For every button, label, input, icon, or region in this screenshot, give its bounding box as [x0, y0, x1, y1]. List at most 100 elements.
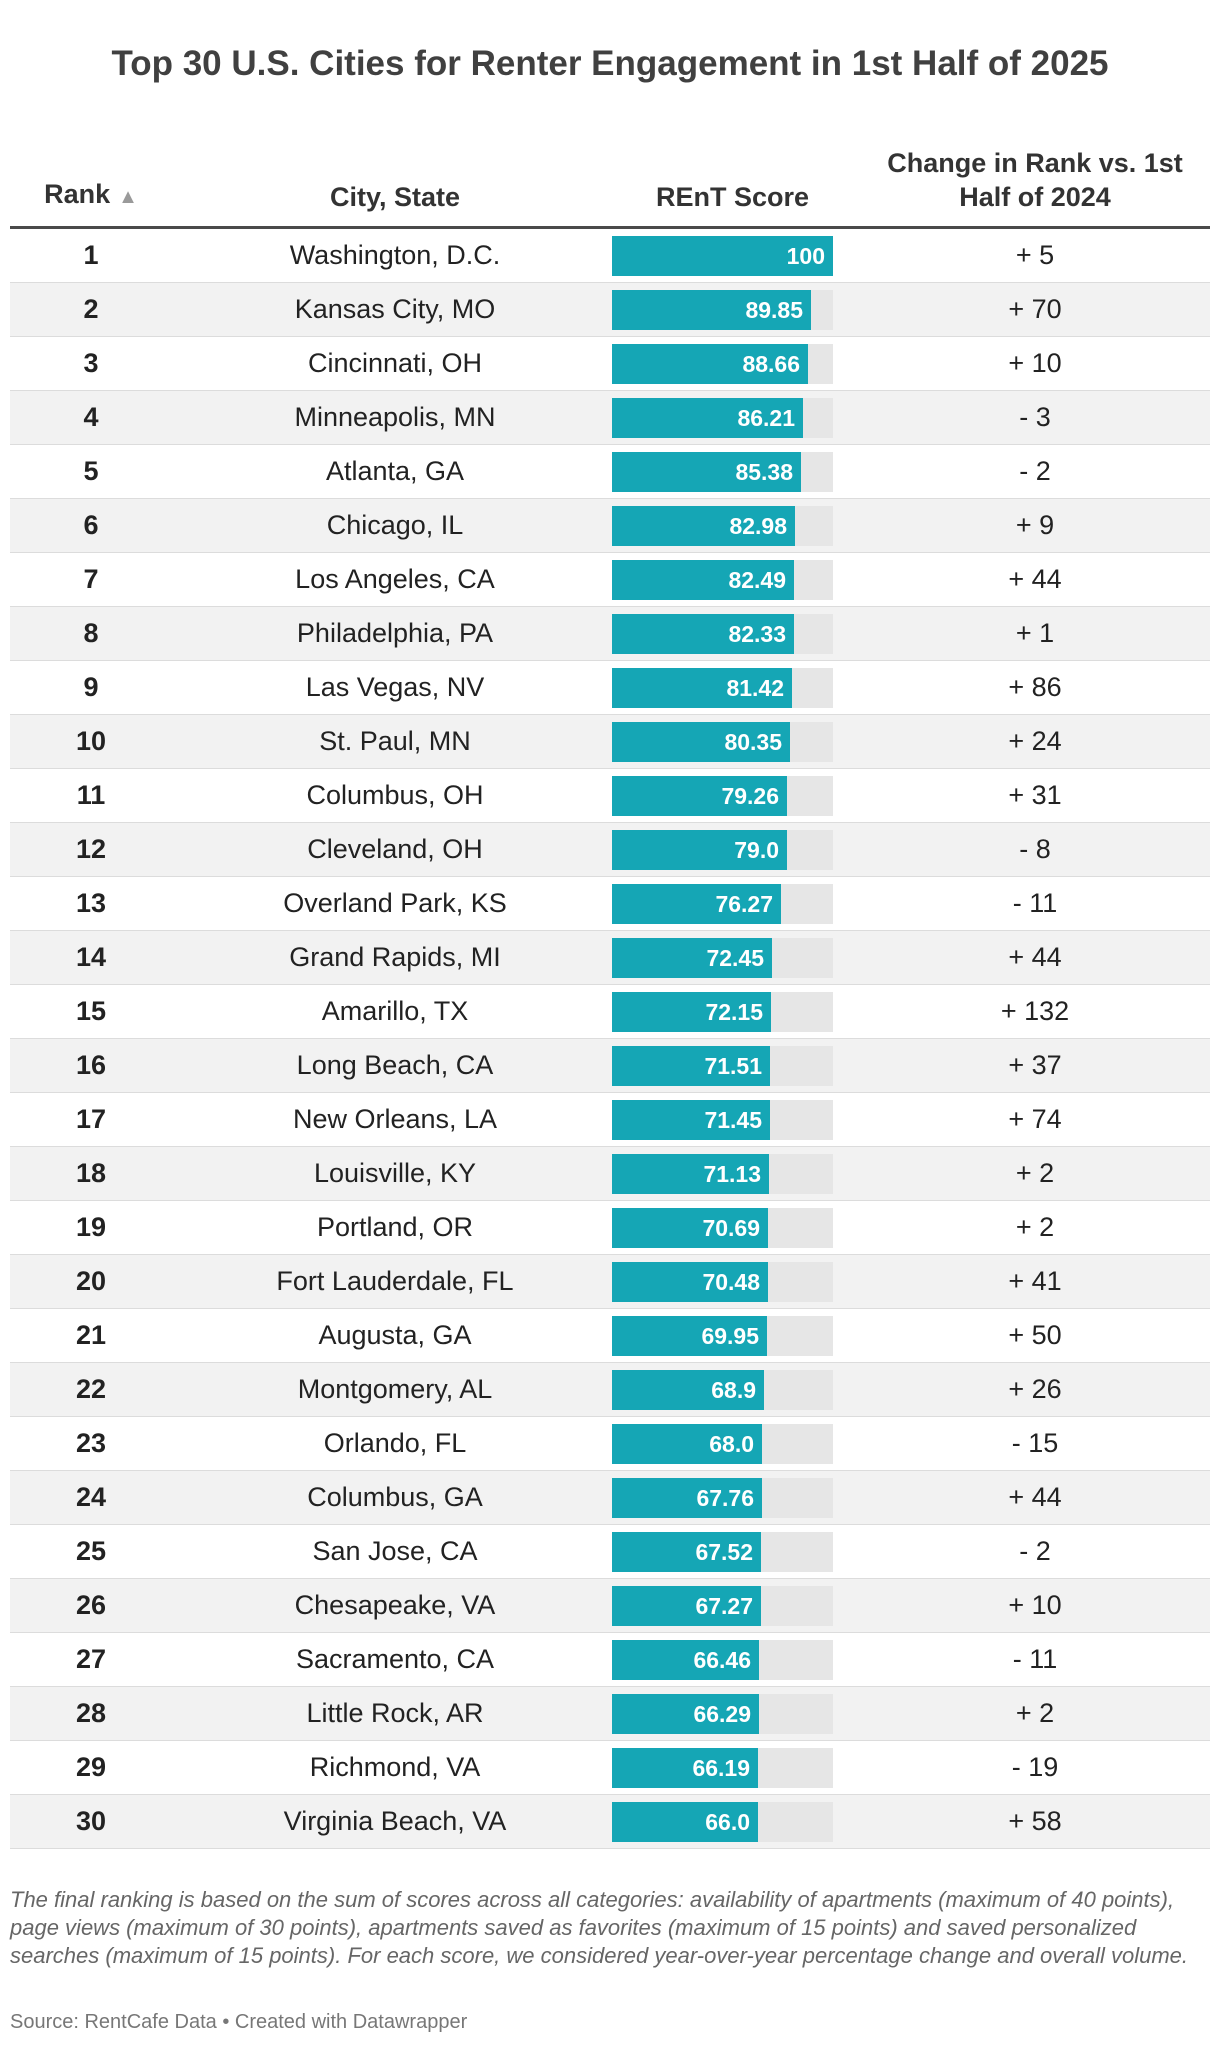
score-bar-track: 85.38	[612, 452, 833, 492]
table-body: 1 Washington, D.C. 100 + 5 2 Kansas City, MO 8…	[10, 229, 1210, 1849]
score-bar: 79.0	[612, 830, 787, 870]
city-cell: Little Rock, AR	[306, 1698, 484, 1728]
city-cell: Orlando, FL	[323, 1428, 467, 1458]
score-bar-track: 68.9	[612, 1370, 833, 1410]
city-cell: Chicago, IL	[326, 510, 464, 540]
score-label: 70.48	[702, 1269, 760, 1295]
city-cell: Chesapeake, VA	[294, 1590, 496, 1620]
score-bar: 67.52	[612, 1532, 761, 1572]
score-label: 71.13	[703, 1161, 761, 1187]
rank-change-cell: + 2	[1015, 1212, 1055, 1242]
rank-cell: 23	[75, 1428, 107, 1458]
rank-change-cell: - 2	[1019, 1536, 1051, 1566]
score-label: 67.52	[695, 1539, 753, 1565]
score-label: 66.29	[693, 1701, 751, 1727]
rank-cell: 10	[75, 726, 107, 756]
rank-change-cell: + 58	[1008, 1806, 1062, 1836]
table-row: 18 Louisville, KY 71.13 + 2	[10, 1147, 1210, 1201]
column-header-score[interactable]: REnT Score	[655, 182, 810, 212]
rank-cell: 14	[75, 942, 107, 972]
city-cell: Los Angeles, CA	[295, 564, 495, 594]
city-cell: Columbus, OH	[306, 780, 484, 810]
rank-cell: 18	[75, 1158, 107, 1188]
rank-change-cell: + 41	[1008, 1266, 1062, 1296]
rank-change-cell: + 44	[1008, 1482, 1062, 1512]
score-label: 67.76	[696, 1485, 754, 1511]
rank-cell: 9	[83, 672, 99, 702]
score-bar: 70.69	[612, 1208, 768, 1248]
rank-cell: 7	[83, 564, 99, 594]
table-row: 21 Augusta, GA 69.95 + 50	[10, 1309, 1210, 1363]
score-label: 71.51	[704, 1053, 762, 1079]
city-cell: Cleveland, OH	[307, 834, 483, 864]
score-bar: 70.48	[612, 1262, 768, 1302]
table-row: 20 Fort Lauderdale, FL 70.48 + 41	[10, 1255, 1210, 1309]
score-bar-track: 67.52	[612, 1532, 833, 1572]
rank-change-cell: + 70	[1008, 294, 1062, 324]
city-cell: Augusta, GA	[318, 1320, 472, 1350]
score-label: 82.98	[729, 513, 787, 539]
city-cell: New Orleans, LA	[292, 1104, 498, 1134]
city-cell: Portland, OR	[316, 1212, 474, 1242]
rank-cell: 1	[83, 240, 99, 270]
sort-ascending-icon[interactable]: ▲	[118, 186, 138, 208]
table-row: 28 Little Rock, AR 66.29 + 2	[10, 1687, 1210, 1741]
score-bar: 71.51	[612, 1046, 770, 1086]
table-row: 16 Long Beach, CA 71.51 + 37	[10, 1039, 1210, 1093]
rank-change-cell: - 3	[1019, 402, 1051, 432]
column-header-rank-label: Rank	[44, 179, 111, 209]
table-row: 7 Los Angeles, CA 82.49 + 44	[10, 553, 1210, 607]
score-bar-track: 66.0	[612, 1802, 833, 1842]
rank-change-cell: + 10	[1008, 348, 1062, 378]
score-label: 79.0	[734, 837, 779, 863]
score-bar: 79.26	[612, 776, 787, 816]
column-header-city[interactable]: City, State	[329, 182, 461, 212]
rank-change-cell: - 19	[1011, 1752, 1059, 1782]
score-bar: 68.9	[612, 1370, 764, 1410]
score-bar: 69.95	[612, 1316, 767, 1356]
city-cell: Grand Rapids, MI	[289, 942, 501, 972]
column-header-rank[interactable]: Rank ▲	[10, 177, 172, 214]
rank-cell: 21	[75, 1320, 107, 1350]
score-bar-track: 82.98	[612, 506, 833, 546]
score-label: 88.66	[742, 351, 800, 377]
column-header-change[interactable]: Change in Rank vs. 1st Half of 2024	[887, 148, 1183, 212]
rank-change-cell: - 11	[1012, 888, 1058, 918]
score-label: 67.27	[695, 1593, 753, 1619]
score-bar-track: 66.29	[612, 1694, 833, 1734]
table-row: 25 San Jose, CA 67.52 - 2	[10, 1525, 1210, 1579]
table-row: 26 Chesapeake, VA 67.27 + 10	[10, 1579, 1210, 1633]
score-bar-track: 82.33	[612, 614, 833, 654]
rank-cell: 2	[83, 294, 99, 324]
rank-cell: 25	[75, 1536, 107, 1566]
score-bar-track: 82.49	[612, 560, 833, 600]
score-bar: 66.29	[612, 1694, 759, 1734]
score-bar-track: 68.0	[612, 1424, 833, 1464]
score-bar-track: 67.27	[612, 1586, 833, 1626]
score-label: 68.9	[711, 1377, 756, 1403]
score-bar-track: 81.42	[612, 668, 833, 708]
score-bar-track: 88.66	[612, 344, 833, 384]
score-bar-track: 80.35	[612, 722, 833, 762]
source-note: Source: RentCafe Data • Created with Dat…	[10, 2011, 468, 2033]
table-row: 27 Sacramento, CA 66.46 - 11	[10, 1633, 1210, 1687]
score-bar-track: 100	[612, 236, 833, 276]
rank-cell: 15	[75, 996, 107, 1026]
rank-cell: 22	[75, 1374, 107, 1404]
rank-change-cell: + 31	[1008, 780, 1062, 810]
score-bar-track: 70.48	[612, 1262, 833, 1302]
table-row: 30 Virginia Beach, VA 66.0 + 58	[10, 1795, 1210, 1849]
score-bar-track: 71.13	[612, 1154, 833, 1194]
score-bar: 67.76	[612, 1478, 762, 1518]
rank-change-cell: + 10	[1008, 1590, 1062, 1620]
rank-cell: 29	[75, 1752, 107, 1782]
score-bar: 71.45	[612, 1100, 770, 1140]
score-label: 79.26	[721, 783, 779, 809]
city-cell: Atlanta, GA	[325, 456, 465, 486]
table-row: 24 Columbus, GA 67.76 + 44	[10, 1471, 1210, 1525]
city-cell: Sacramento, CA	[295, 1644, 495, 1674]
score-bar: 86.21	[612, 398, 803, 438]
score-bar: 89.85	[612, 290, 811, 330]
city-cell: Las Vegas, NV	[305, 672, 485, 702]
rank-change-cell: - 2	[1019, 456, 1051, 486]
